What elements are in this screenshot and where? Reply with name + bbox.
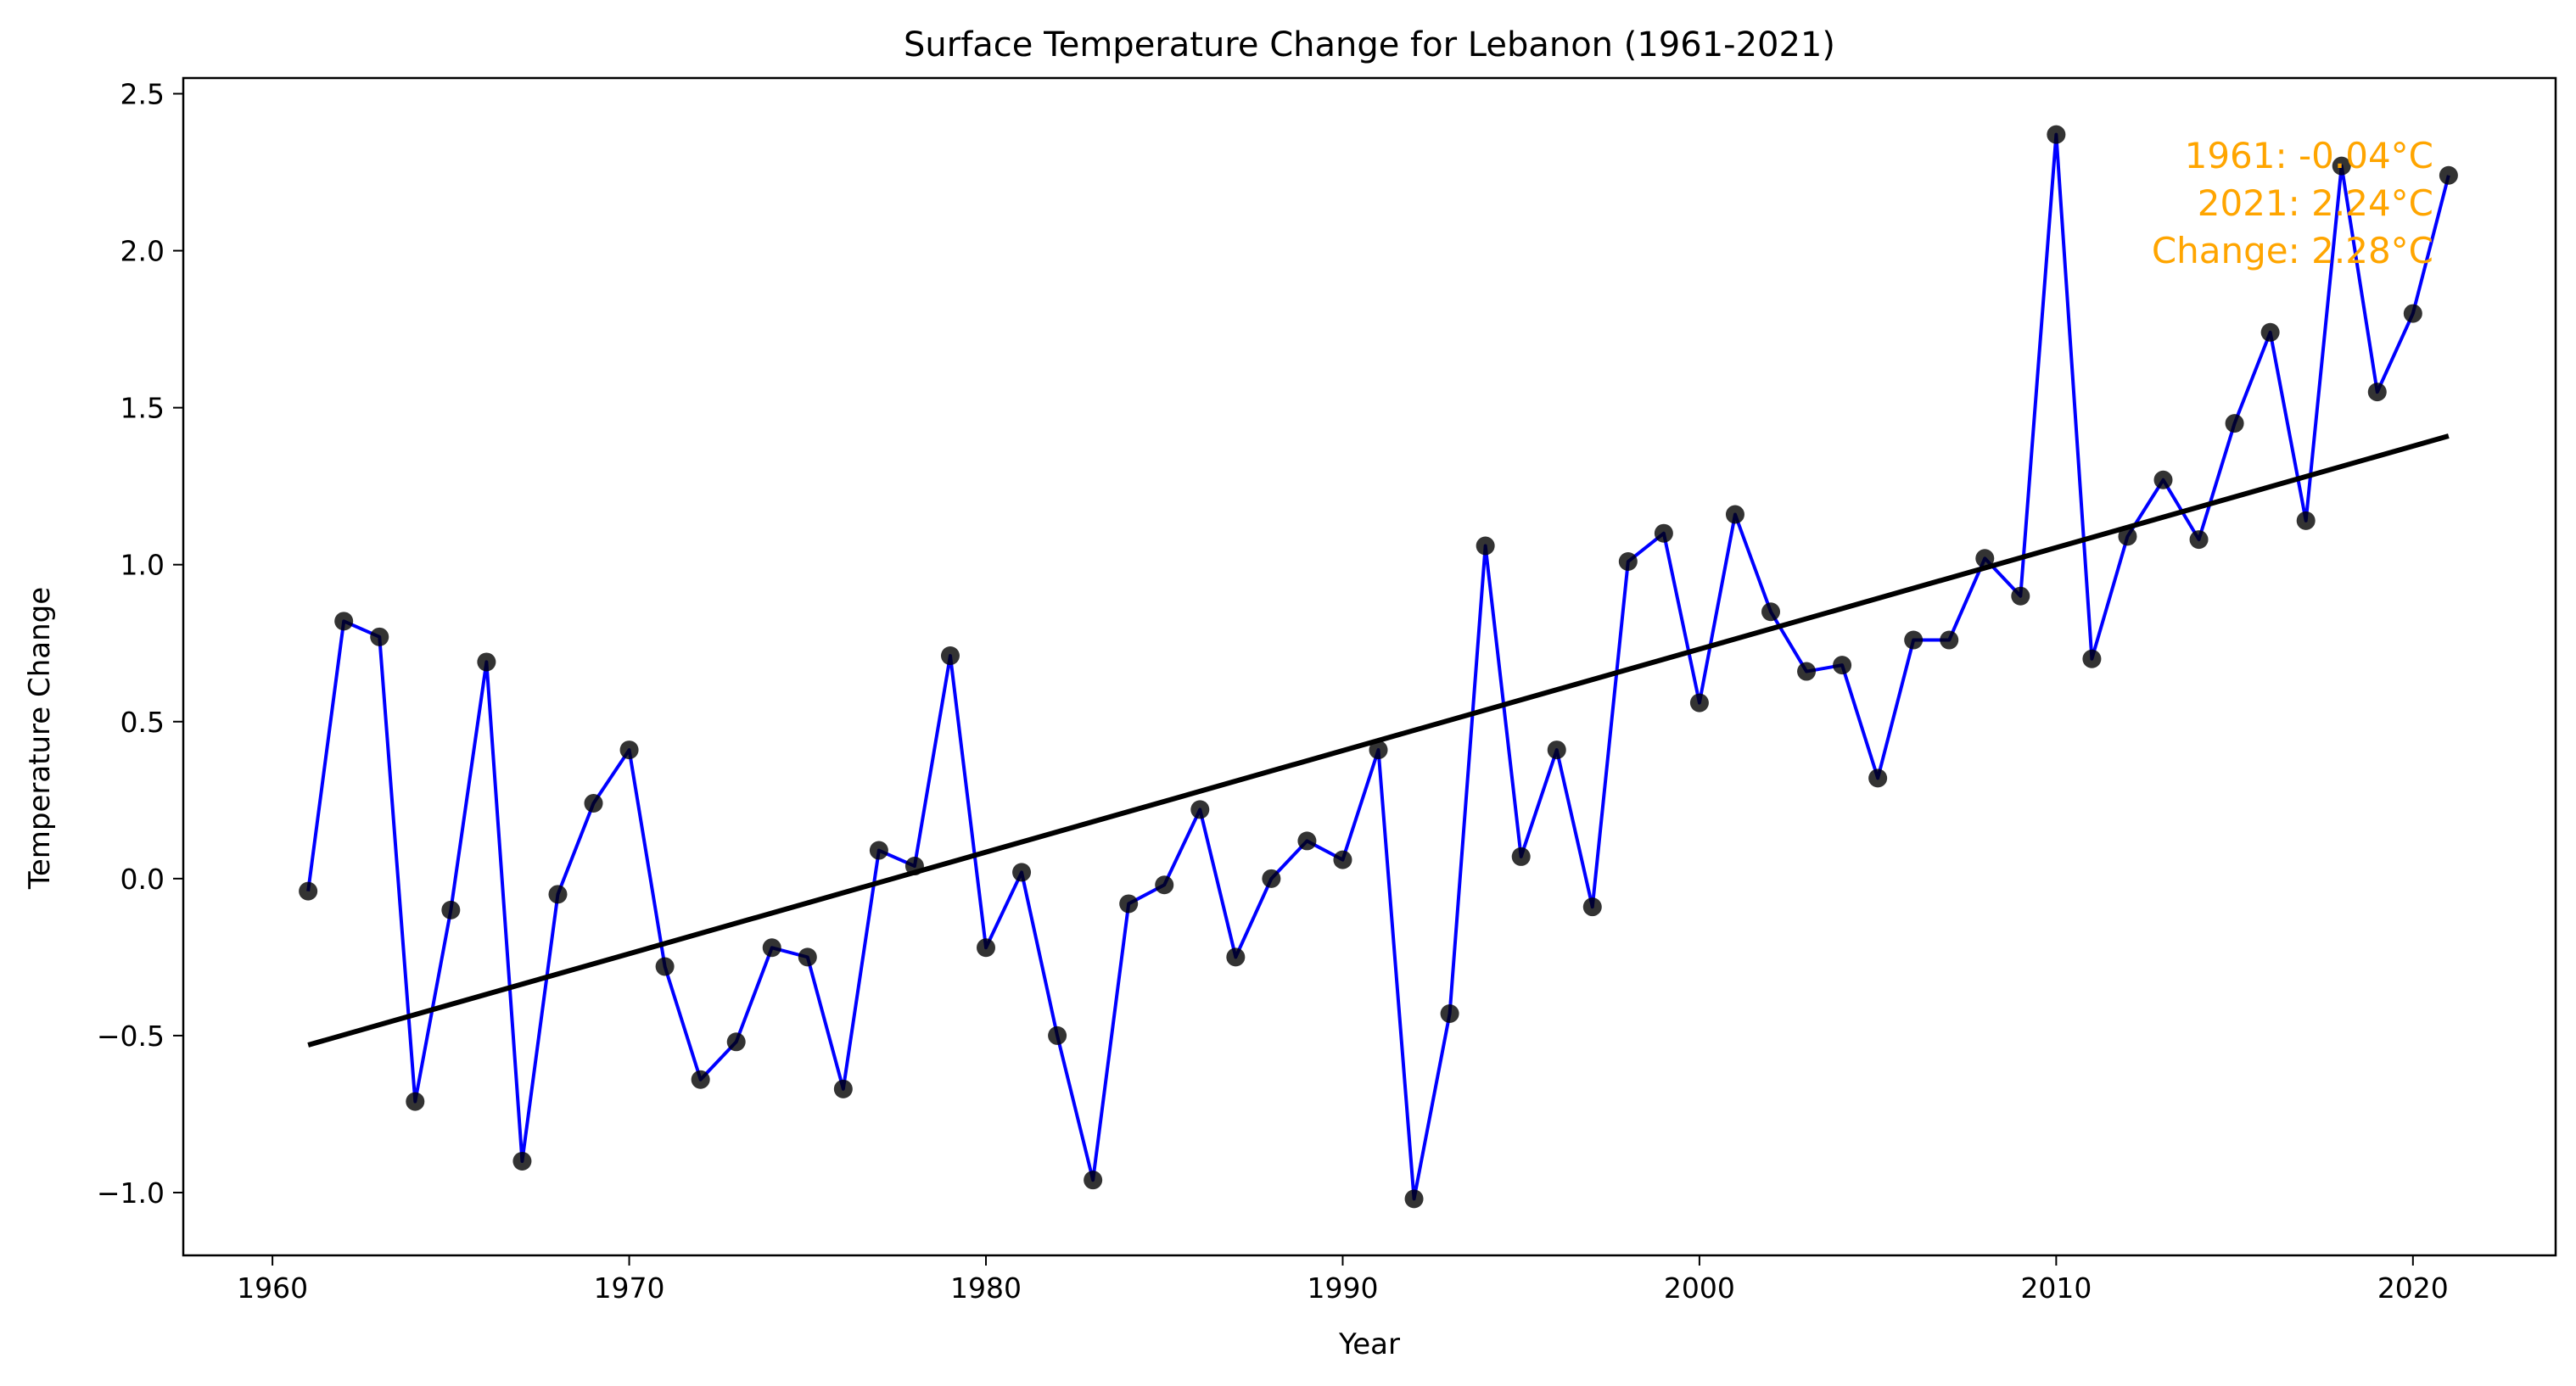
data-point xyxy=(1940,630,1959,650)
y-tick-label: 1.0 xyxy=(120,549,165,582)
data-point xyxy=(1048,1026,1067,1045)
data-point xyxy=(2260,322,2280,342)
data-point xyxy=(1333,850,1352,869)
data-point xyxy=(726,1032,746,1052)
data-point xyxy=(762,938,781,958)
data-point xyxy=(299,881,318,901)
data-point xyxy=(940,646,960,666)
data-point xyxy=(1547,741,1566,760)
data-point xyxy=(1511,847,1531,866)
y-axis-label: Temperature Change xyxy=(23,587,57,890)
summary-annotation: 1961: -0.04°C 2021: 2.24°C Change: 2.28°… xyxy=(2152,135,2433,271)
y-tick-label: 0.5 xyxy=(120,706,165,739)
data-point xyxy=(334,612,354,631)
data-point xyxy=(1975,549,1995,568)
data-point xyxy=(2367,383,2387,402)
data-point xyxy=(1797,662,1817,681)
data-point xyxy=(2296,511,2316,530)
data-point xyxy=(1012,863,1032,882)
data-point xyxy=(798,947,817,967)
data-point xyxy=(1119,894,1139,914)
plot-area: 1960 1970 1980 1990 2000 2010 2020 −1.0 −0.5 0.0 0… xyxy=(97,76,2557,1305)
annotation-line-1: 1961: -0.04°C xyxy=(2185,135,2433,176)
annotation-line-2: 2021: 2.24°C xyxy=(2198,182,2433,224)
data-point xyxy=(2439,165,2458,185)
data-point xyxy=(619,741,639,760)
data-point xyxy=(1654,523,1673,543)
y-tick-label: 2.0 xyxy=(120,235,165,268)
data-point xyxy=(512,1151,532,1171)
data-point xyxy=(1440,1003,1459,1023)
x-axis-label: Year xyxy=(1338,1327,1400,1361)
data-point xyxy=(370,627,389,646)
data-point xyxy=(691,1070,710,1089)
data-point xyxy=(2082,649,2102,668)
x-tick-label: 2020 xyxy=(2377,1271,2449,1305)
y-tick-label: −1.0 xyxy=(97,1176,165,1210)
data-point xyxy=(1404,1189,1424,1209)
data-point xyxy=(1833,656,1852,675)
x-tick-label: 1990 xyxy=(1307,1271,1378,1305)
data-point xyxy=(1369,741,1388,760)
data-point xyxy=(1297,831,1317,851)
data-point xyxy=(2118,527,2137,546)
x-tick-label: 1970 xyxy=(594,1271,665,1305)
data-point xyxy=(1262,869,1281,888)
annotation-line-3: Change: 2.28°C xyxy=(2152,230,2433,271)
data-point xyxy=(1155,875,1174,895)
axes-frame xyxy=(182,76,2557,1257)
x-tick-label: 2010 xyxy=(2020,1271,2092,1305)
y-tick-label: −0.5 xyxy=(97,1020,165,1053)
data-point xyxy=(477,652,496,672)
data-point xyxy=(548,885,568,904)
data-point xyxy=(406,1092,425,1111)
data-point xyxy=(1904,630,1924,650)
y-tick-label: 1.5 xyxy=(120,392,165,425)
x-tick-label: 2000 xyxy=(1664,1271,1735,1305)
data-point xyxy=(2332,156,2351,176)
data-point xyxy=(1084,1171,1103,1190)
data-point xyxy=(584,794,603,813)
x-tick-label: 1960 xyxy=(237,1271,308,1305)
chart-title: Surface Temperature Change for Lebanon (… xyxy=(904,25,1835,64)
data-point xyxy=(441,900,461,919)
data-point xyxy=(1868,768,1888,788)
data-point xyxy=(2225,414,2244,433)
data-point xyxy=(1618,552,1638,572)
data-point xyxy=(1476,536,1495,556)
y-tick-label: 2.5 xyxy=(120,78,165,111)
series-line xyxy=(306,132,2450,1201)
data-point xyxy=(2189,530,2209,550)
data-point xyxy=(2011,586,2030,606)
data-point xyxy=(1761,602,1781,622)
data-point xyxy=(1582,897,1602,917)
data-point xyxy=(977,938,996,958)
y-tick-label: 0.0 xyxy=(120,863,165,896)
data-point xyxy=(2047,125,2066,144)
data-point xyxy=(2403,304,2422,323)
data-point xyxy=(1190,800,1210,819)
data-point xyxy=(1725,505,1744,524)
x-tick-label: 1980 xyxy=(950,1271,1022,1305)
data-point xyxy=(833,1079,853,1098)
data-point xyxy=(1689,693,1709,713)
data-point xyxy=(2153,470,2173,489)
data-point xyxy=(869,841,888,860)
trend-line xyxy=(307,433,2450,1048)
data-point xyxy=(1226,947,1246,967)
data-point xyxy=(655,957,675,976)
